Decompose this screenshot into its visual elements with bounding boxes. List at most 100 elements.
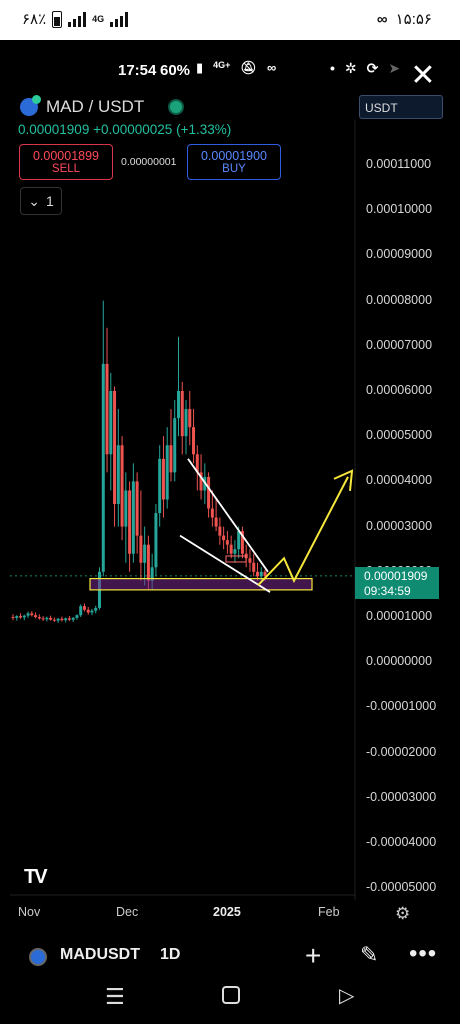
price-tick-label: 0.00006000 bbox=[366, 383, 433, 397]
candle-body bbox=[45, 617, 49, 620]
candle-body bbox=[116, 445, 120, 504]
signal-icon bbox=[68, 11, 87, 27]
candle-body bbox=[237, 531, 241, 550]
inner-time: 17:54 bbox=[118, 62, 157, 79]
add-icon[interactable]: + bbox=[305, 940, 322, 971]
chart-settings-icon[interactable]: ⚙ bbox=[395, 904, 411, 923]
price-tick-label: -0.00001000 bbox=[366, 699, 437, 714]
candle-body bbox=[128, 490, 132, 554]
candle-body bbox=[146, 544, 150, 581]
currency-select[interactable]: USDT bbox=[359, 95, 443, 119]
candle-body bbox=[199, 472, 203, 491]
candle-body bbox=[71, 617, 75, 620]
candle-body bbox=[192, 427, 196, 455]
chevron-down-icon: ⌄ bbox=[28, 192, 40, 209]
candle-body bbox=[79, 606, 83, 616]
projection-arrow-line bbox=[257, 476, 349, 587]
market-open-icon bbox=[168, 99, 185, 115]
price-tick-label: -0.00002000 bbox=[366, 744, 437, 759]
wedge-lower-line bbox=[179, 534, 271, 593]
xlabel-2025: 2025 bbox=[213, 905, 241, 919]
interval-count: 1 bbox=[45, 193, 54, 209]
candle-body bbox=[259, 571, 263, 577]
candle-body bbox=[19, 616, 23, 618]
candle-body bbox=[263, 571, 267, 576]
candle-body bbox=[255, 571, 259, 577]
price-tick-label: 0.00011000 bbox=[366, 157, 432, 171]
price-tick-label: 0.00009000 bbox=[366, 247, 433, 262]
home-icon[interactable] bbox=[222, 986, 240, 1004]
interval-button[interactable]: 1D bbox=[160, 946, 181, 963]
candle-body bbox=[60, 618, 64, 621]
price-tick-label: 0.00001000 bbox=[366, 609, 433, 623]
candle-body bbox=[64, 618, 68, 621]
candle-body bbox=[240, 531, 244, 554]
price-tick-label: 0.00005000 bbox=[366, 428, 433, 443]
candle-body bbox=[15, 616, 19, 618]
more-icon[interactable]: ••• bbox=[409, 940, 438, 967]
android-nav-bar: ☰ ▷ bbox=[0, 974, 460, 1024]
candle-body bbox=[214, 517, 218, 527]
network-type: 4G+ bbox=[213, 60, 231, 70]
candle-body bbox=[30, 613, 34, 616]
candle-body bbox=[113, 391, 117, 504]
candle-body bbox=[86, 609, 90, 613]
symbol-search-button[interactable]: MADUSDT bbox=[60, 946, 140, 963]
bottom-toolbar: MADUSDT 1D + ✎ ••• bbox=[0, 938, 460, 974]
candle-body bbox=[120, 445, 124, 527]
close-icon[interactable]: ✕ bbox=[410, 59, 436, 92]
signal-icon-2 bbox=[110, 11, 129, 27]
buy-price: 0.00001900 bbox=[200, 149, 268, 163]
tradingview-logo-icon: TV bbox=[24, 866, 48, 888]
candle-body bbox=[26, 613, 30, 616]
candle-body bbox=[176, 391, 180, 419]
drawing-tools-icon[interactable]: ✎ bbox=[360, 942, 379, 967]
candle-body bbox=[169, 445, 173, 473]
buy-button[interactable]: 0.00001900 BUY bbox=[187, 144, 281, 180]
candle-body bbox=[184, 409, 188, 437]
buy-label: BUY bbox=[222, 163, 246, 175]
refresh-icon: ⟳ bbox=[366, 60, 379, 76]
price-tick-label: 0.00000000 bbox=[366, 654, 433, 669]
price-tick-label: 0.00003000 bbox=[366, 518, 433, 533]
candle-body bbox=[11, 617, 15, 618]
candle-body bbox=[225, 540, 229, 545]
candle-body bbox=[218, 526, 222, 536]
inner-battery: 60% bbox=[160, 62, 191, 79]
price-chart[interactable] bbox=[0, 0, 460, 900]
candle-body bbox=[165, 445, 169, 500]
coin-logo-icon bbox=[20, 95, 41, 116]
collapse-toggle[interactable]: ⌄ 1 bbox=[20, 187, 62, 215]
candle-body bbox=[195, 454, 199, 473]
candle-body bbox=[22, 615, 26, 618]
candle-body bbox=[143, 544, 147, 563]
battery-icon: ▮ bbox=[196, 60, 204, 75]
candle-body bbox=[101, 363, 105, 572]
price-tick-label: -0.00004000 bbox=[366, 835, 437, 849]
xlabel-dec: Dec bbox=[116, 905, 139, 919]
sell-price: 0.00001899 bbox=[32, 149, 100, 163]
price-tick-label: 0.00007000 bbox=[366, 337, 433, 352]
candle-body bbox=[158, 458, 162, 514]
support-zone bbox=[89, 577, 313, 591]
sell-button[interactable]: 0.00001899 SELL bbox=[19, 144, 113, 180]
candle-body bbox=[173, 418, 177, 473]
candle-body bbox=[109, 391, 113, 455]
price-tick-label: 0.00004000 bbox=[366, 473, 433, 488]
small-range-box bbox=[225, 555, 247, 563]
back-icon[interactable]: ▷ bbox=[339, 985, 355, 1007]
candle-body bbox=[252, 562, 256, 572]
change-abs: +0.00000025 bbox=[93, 122, 173, 137]
candle-body bbox=[161, 458, 165, 500]
wedge-upper-line bbox=[187, 458, 269, 573]
price-tick-label: 0.00010000 bbox=[366, 202, 433, 217]
battery-percent: ۶۸٪ bbox=[22, 11, 47, 28]
change-pct: (+1.33%) bbox=[176, 122, 232, 137]
candle-body bbox=[222, 535, 226, 541]
symbol-header[interactable]: MAD / USDT bbox=[20, 95, 185, 117]
recent-apps-icon[interactable]: ☰ bbox=[105, 984, 125, 1009]
phone-time: ۱۵:۵۶ bbox=[395, 11, 432, 28]
candle-body bbox=[229, 544, 233, 554]
xlabel-nov: Nov bbox=[18, 905, 41, 919]
link-icon: ∞ bbox=[266, 60, 277, 75]
